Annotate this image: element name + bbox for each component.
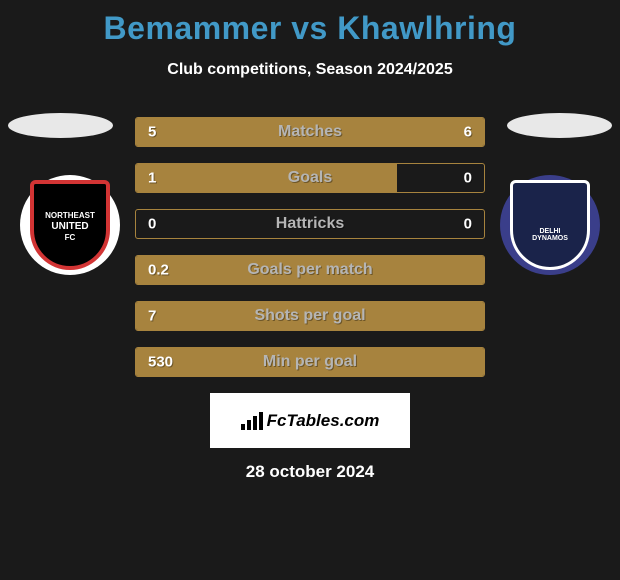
stat-row: 530 Min per goal (135, 347, 485, 377)
brand-box: FcTables.com (210, 393, 410, 448)
club-right-line1: DELHI (540, 228, 561, 235)
club-right-line2: DYNAMOS (532, 235, 568, 242)
stat-label: Hattricks (276, 215, 344, 233)
stat-row: 0.2 Goals per match (135, 255, 485, 285)
stat-value-left: 0 (148, 216, 156, 233)
stat-row: 0 0 Hattricks (135, 209, 485, 239)
stat-row: 5 6 Matches (135, 117, 485, 147)
shadow-ellipse-right (507, 113, 612, 138)
stat-label: Goals per match (247, 261, 372, 279)
stat-bars: 5 6 Matches 1 0 Goals 0 0 Hattricks 0.2 Goals per … (135, 117, 485, 377)
club-left-line1: NORTHEAST (45, 212, 95, 220)
stat-label: Shots per goal (254, 307, 365, 325)
club-shield-right: DELHI DYNAMOS (510, 180, 590, 270)
comparison-panel: NORTHEAST UNITED FC DELHI DYNAMOS 5 6 Matc… (0, 117, 620, 482)
stat-value-left: 5 (148, 124, 156, 141)
stat-row: 1 0 Goals (135, 163, 485, 193)
stat-label: Goals (288, 169, 332, 187)
stat-value-right: 0 (464, 216, 472, 233)
club-badge-right: DELHI DYNAMOS (500, 175, 600, 275)
club-left-line3: FC (65, 234, 76, 242)
stat-value-right: 6 (464, 124, 472, 141)
stat-value-left: 1 (148, 170, 156, 187)
shadow-ellipse-left (8, 113, 113, 138)
club-left-line2: UNITED (51, 222, 88, 232)
page-title: Bemammer vs Khawlhring (0, 0, 620, 47)
stat-value-right: 0 (464, 170, 472, 187)
stat-fill-left (136, 118, 294, 146)
stat-row: 7 Shots per goal (135, 301, 485, 331)
stat-label: Matches (278, 123, 342, 141)
subtitle: Club competitions, Season 2024/2025 (0, 61, 620, 79)
brand-text: FcTables.com (267, 411, 380, 431)
stat-value-left: 0.2 (148, 262, 169, 279)
generated-date: 28 october 2024 (0, 462, 620, 482)
stat-fill-left (136, 164, 397, 192)
stat-value-left: 530 (148, 354, 173, 371)
club-badge-left: NORTHEAST UNITED FC (20, 175, 120, 275)
brand-bars-icon (241, 412, 263, 430)
stat-label: Min per goal (263, 353, 357, 371)
stat-value-left: 7 (148, 308, 156, 325)
club-shield-left: NORTHEAST UNITED FC (30, 180, 110, 270)
